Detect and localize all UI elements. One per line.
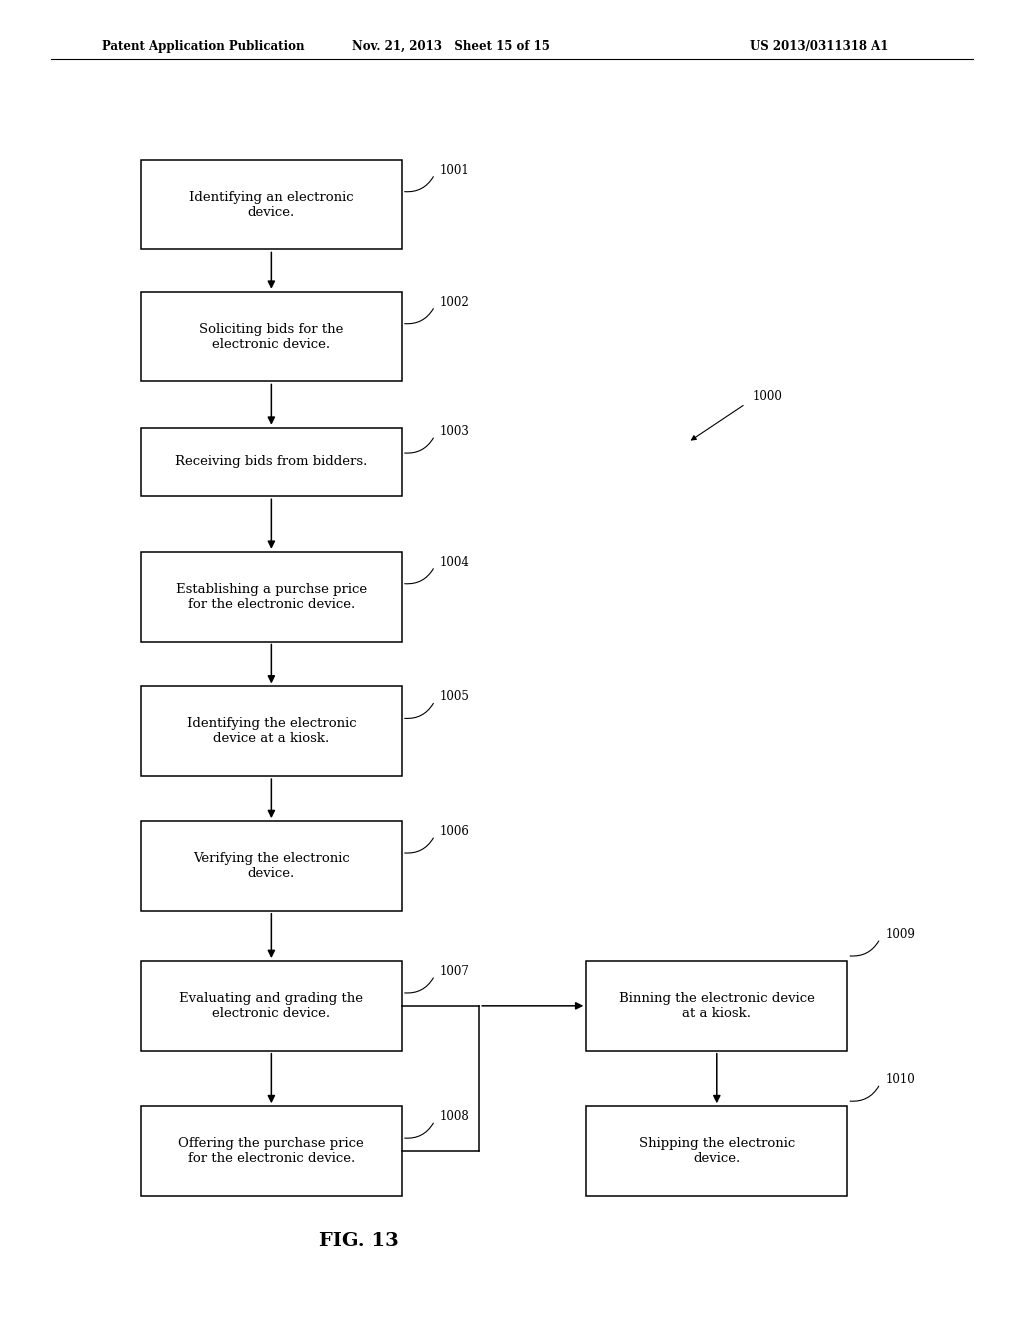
Text: 1009: 1009 (885, 928, 915, 941)
Text: 1007: 1007 (440, 965, 470, 978)
FancyBboxPatch shape (141, 552, 401, 642)
Text: Offering the purchase price
for the electronic device.: Offering the purchase price for the elec… (178, 1137, 365, 1166)
Text: 1002: 1002 (440, 296, 470, 309)
Text: Patent Application Publication: Patent Application Publication (102, 40, 305, 53)
FancyBboxPatch shape (586, 961, 848, 1051)
FancyBboxPatch shape (141, 292, 401, 381)
FancyBboxPatch shape (141, 428, 401, 496)
Text: 1001: 1001 (440, 164, 470, 177)
Text: 1004: 1004 (440, 556, 470, 569)
Text: 1006: 1006 (440, 825, 470, 838)
Text: US 2013/0311318 A1: US 2013/0311318 A1 (750, 40, 889, 53)
Text: Verifying the electronic
device.: Verifying the electronic device. (193, 851, 350, 880)
Text: 1000: 1000 (753, 389, 782, 403)
Text: Identifying the electronic
device at a kiosk.: Identifying the electronic device at a k… (186, 717, 356, 746)
Text: 1005: 1005 (440, 690, 470, 704)
Text: 1010: 1010 (885, 1073, 915, 1086)
Text: Shipping the electronic
device.: Shipping the electronic device. (639, 1137, 795, 1166)
Text: FIG. 13: FIG. 13 (318, 1232, 398, 1250)
FancyBboxPatch shape (141, 961, 401, 1051)
FancyBboxPatch shape (141, 686, 401, 776)
Text: Soliciting bids for the
electronic device.: Soliciting bids for the electronic devic… (200, 322, 343, 351)
FancyBboxPatch shape (141, 821, 401, 911)
FancyBboxPatch shape (141, 1106, 401, 1196)
FancyBboxPatch shape (586, 1106, 848, 1196)
Text: 1003: 1003 (440, 425, 470, 438)
Text: Identifying an electronic
device.: Identifying an electronic device. (189, 190, 353, 219)
Text: 1008: 1008 (440, 1110, 470, 1123)
Text: Nov. 21, 2013   Sheet 15 of 15: Nov. 21, 2013 Sheet 15 of 15 (351, 40, 550, 53)
Text: Evaluating and grading the
electronic device.: Evaluating and grading the electronic de… (179, 991, 364, 1020)
Text: Binning the electronic device
at a kiosk.: Binning the electronic device at a kiosk… (618, 991, 815, 1020)
Text: Establishing a purchse price
for the electronic device.: Establishing a purchse price for the ele… (176, 582, 367, 611)
Text: Receiving bids from bidders.: Receiving bids from bidders. (175, 455, 368, 469)
FancyBboxPatch shape (141, 160, 401, 249)
